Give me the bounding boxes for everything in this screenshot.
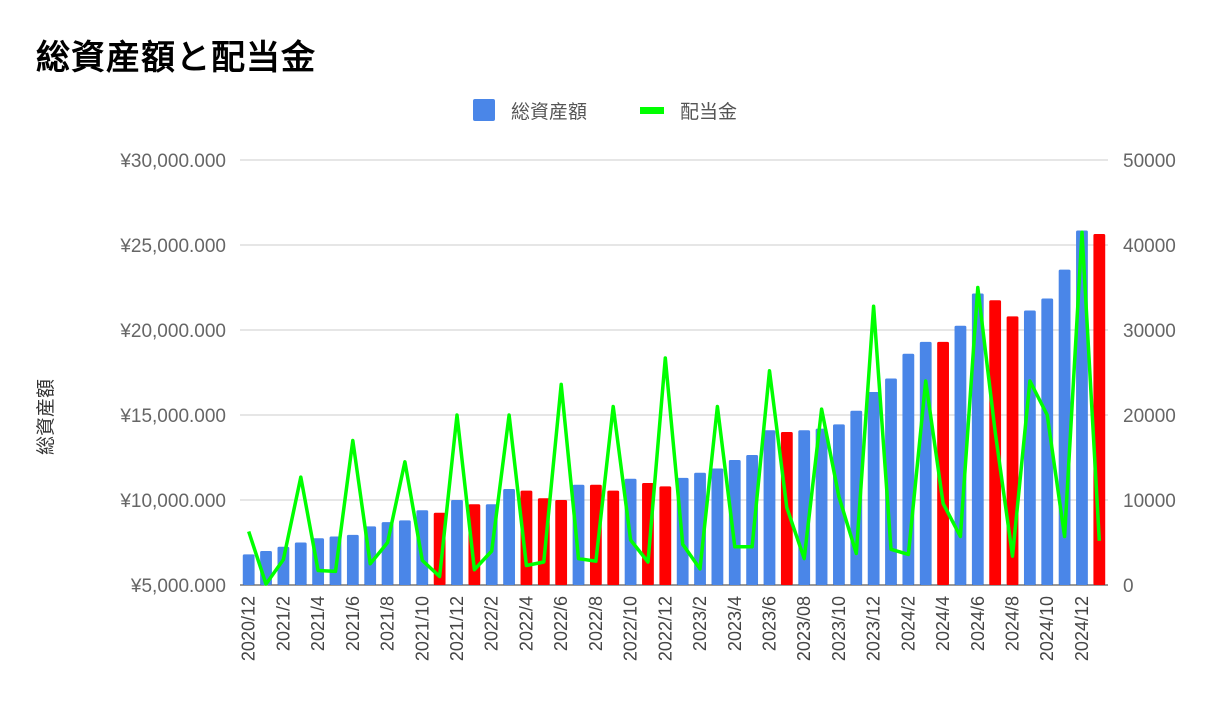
y-right-tick-label: 20000 <box>1123 406 1176 427</box>
y-left-tick-label: ¥15,000.000 <box>119 406 226 427</box>
x-tick-label: 2021/6 <box>343 596 363 651</box>
x-tick-label: 2023/4 <box>725 596 745 651</box>
bar-2022-3 <box>503 488 515 585</box>
bar-2021-8 <box>381 522 394 585</box>
legend: 総資産額 配当金 <box>473 99 737 123</box>
bar-2024-1 <box>885 378 897 585</box>
bar-2021-6 <box>346 534 359 585</box>
bar-2023-6 <box>763 430 776 585</box>
bar-2024-9 <box>1023 310 1036 585</box>
y-left-tick-label: ¥20,000.000 <box>119 321 226 342</box>
x-tick-label: 2023/12 <box>864 596 884 661</box>
bar-2023-10 <box>833 424 845 585</box>
x-tick-label: 2023/10 <box>829 596 849 661</box>
y-left-tick-label: ¥5,000.000 <box>130 576 226 597</box>
bar-2023-9 <box>815 428 828 585</box>
x-tick-label: 2024/4 <box>933 596 953 651</box>
bar-2021-9 <box>399 520 411 585</box>
asset-bars <box>242 230 1106 586</box>
x-tick-label: 2022/2 <box>482 596 502 651</box>
bar-2022-6 <box>555 500 568 585</box>
x-tick-label: 2021/2 <box>273 596 293 651</box>
dividend-line <box>247 230 1102 586</box>
x-tick-label: 2023/2 <box>690 596 710 651</box>
x-tick-label: 2021/12 <box>447 596 467 661</box>
bar-2020-12 <box>242 554 255 585</box>
legend-swatch-dividend <box>640 107 664 114</box>
x-tick-label: 2022/6 <box>551 596 571 651</box>
bar-2023-08 <box>798 430 811 585</box>
bar-2022-9 <box>607 490 620 585</box>
x-axis-ticks: 2020/12 2021/2 2021/4 2021/6 2021/8 2021/10 20… <box>239 596 1092 661</box>
x-tick-label: 2023/6 <box>760 596 780 651</box>
bar-2023-5 <box>746 454 759 585</box>
bar-2021-2 <box>277 546 290 585</box>
legend-swatch-assets <box>473 99 495 121</box>
x-tick-label: 2024/12 <box>1072 596 1092 661</box>
bar-2024-6 <box>971 293 984 585</box>
x-tick-label: 2022/8 <box>586 596 606 651</box>
x-tick-label: 2020/12 <box>239 596 259 661</box>
bar-2021-10 <box>416 510 429 585</box>
bar-2021-12 <box>451 500 463 585</box>
chart-title: 総資産額と配当金 <box>36 38 316 78</box>
x-tick-label: 2024/10 <box>1037 596 1057 661</box>
bar-2021-11 <box>433 512 446 585</box>
dividend-line-group <box>247 230 1102 586</box>
x-tick-label: 2024/8 <box>1003 596 1023 651</box>
y-right-tick-label: 10000 <box>1123 491 1176 512</box>
y-left-tick-label: ¥30,000.000 <box>119 151 226 172</box>
bar-2022-4 <box>520 490 533 585</box>
x-tick-label: 2024/2 <box>898 596 918 651</box>
y-left-tick-label: ¥25,000.000 <box>119 236 226 257</box>
bar-2024-12 <box>1076 230 1088 586</box>
right-axis-ticks: 0 10000 20000 30000 40000 50000 <box>1123 151 1176 597</box>
x-tick-label: 2021/8 <box>378 596 398 651</box>
x-tick-label: 2024/6 <box>968 596 988 651</box>
x-tick-label: 2021/4 <box>308 596 328 651</box>
y-axis-title: 総資産額 <box>35 379 57 455</box>
x-tick-label: 2023/08 <box>794 596 814 661</box>
bar-2023-12 <box>867 392 880 585</box>
left-axis-ticks: ¥5,000.000 ¥10,000.000 ¥15,000.000 ¥20,000.… <box>119 151 226 597</box>
bar-2021-3 <box>294 542 307 585</box>
bar-2024-3 <box>919 341 932 585</box>
bar-2024-5 <box>954 325 967 585</box>
legend-label-dividend: 配当金 <box>680 101 737 123</box>
y-right-tick-label: 40000 <box>1123 236 1176 257</box>
y-right-tick-label: 50000 <box>1123 151 1176 172</box>
legend-label-assets: 総資産額 <box>511 101 587 123</box>
x-tick-label: 2022/4 <box>516 596 536 651</box>
x-tick-label: 2021/10 <box>412 596 432 661</box>
y-left-tick-label: ¥10,000.000 <box>119 491 226 512</box>
y-right-tick-label: 30000 <box>1123 321 1176 342</box>
x-tick-label: 2022/10 <box>621 596 641 661</box>
bar-2024-10 <box>1041 298 1054 585</box>
bar-2023-4 <box>728 460 741 585</box>
y-right-tick-label: 0 <box>1123 576 1134 597</box>
x-tick-label: 2022/12 <box>655 596 675 661</box>
bar-2024-4 <box>937 341 949 585</box>
bar-2022-12 <box>659 486 672 585</box>
bar-2023-3 <box>711 468 724 585</box>
